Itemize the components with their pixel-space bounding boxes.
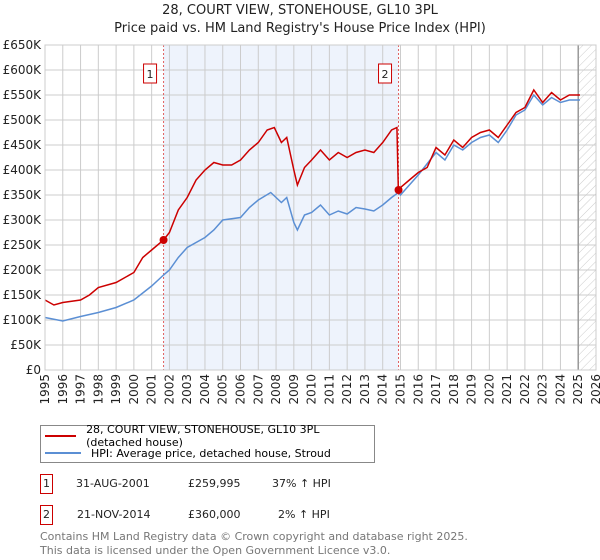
sale-point	[159, 236, 168, 245]
legend: 28, COURT VIEW, STONEHOUSE, GL10 3PL (de…	[40, 423, 375, 463]
hpi-line	[44, 93, 581, 322]
sale-badge: 2	[40, 505, 53, 525]
sale-badge: 1	[40, 474, 53, 494]
footer-licence: This data is licensed under the Open Gov…	[40, 544, 391, 557]
y-tick-label: £100K	[3, 313, 43, 327]
sale-marker-box	[378, 63, 393, 84]
x-tick-label: 2004	[198, 374, 212, 405]
x-tick-label: 2025	[571, 374, 585, 405]
plot-border	[44, 44, 597, 371]
y-tick-label: £450K	[3, 138, 43, 152]
sale-marker-box	[143, 63, 158, 84]
x-tick-label: 2022	[518, 374, 532, 405]
y-tick-label: £650K	[3, 38, 43, 52]
sale-marker-label: 1	[147, 68, 154, 81]
footer-copyright: Contains HM Land Registry data © Crown c…	[40, 530, 468, 543]
x-tick-label: 2018	[447, 374, 461, 405]
y-tick-label: £200K	[3, 263, 43, 277]
x-tick-label: 2003	[180, 374, 194, 405]
sale-date: 21-NOV-2014	[77, 508, 151, 521]
x-tick-label: 2007	[251, 374, 265, 405]
sale-date: 31-AUG-2001	[76, 477, 150, 490]
sale-point	[394, 186, 403, 194]
x-tick-label: 2021	[500, 374, 514, 405]
x-tick-label: 1996	[56, 374, 70, 405]
y-tick-label: £550K	[3, 88, 43, 102]
x-tick-label: 1997	[74, 374, 88, 405]
x-tick-label: 2024	[553, 374, 567, 405]
ownership-shade	[163, 45, 399, 370]
forecast-hatch	[578, 45, 596, 370]
y-tick-label: £0	[26, 363, 41, 377]
x-tick-label: 2002	[162, 374, 176, 405]
chart-title: 28, COURT VIEW, STONEHOUSE, GL10 3PL	[162, 3, 438, 18]
legend-label-price: 28, COURT VIEW, STONEHOUSE, GL10 3PL (de…	[86, 423, 320, 449]
legend-label-hpi: HPI: Average price, detached house, Stro…	[91, 446, 331, 460]
x-tick-label: 2009	[287, 374, 301, 405]
x-tick-label: 1998	[91, 374, 105, 405]
x-tick-label: 2017	[429, 374, 443, 405]
y-tick-label: £150K	[3, 288, 43, 302]
x-tick-label: 2000	[127, 374, 141, 405]
y-tick-label: £250K	[3, 238, 43, 252]
x-tick-label: 2020	[482, 374, 496, 405]
x-tick-label: 2001	[145, 374, 159, 405]
x-tick-label: 2026	[589, 374, 600, 405]
x-tick-label: 1999	[109, 374, 123, 405]
x-tick-label: 2015	[393, 374, 407, 405]
y-tick-label: £300K	[3, 213, 43, 227]
x-tick-label: 2014	[376, 374, 390, 405]
x-tick-label: 2012	[340, 374, 354, 405]
x-tick-label: 2006	[234, 374, 248, 405]
x-tick-label: 2005	[216, 374, 230, 405]
x-tick-label: 2011	[322, 374, 336, 405]
legend-swatch-hpi	[45, 452, 81, 454]
sale-price: £360,000	[188, 508, 241, 521]
sale-marker-label: 2	[382, 68, 389, 81]
chart-subtitle: Price paid vs. HM Land Registry's House …	[114, 21, 486, 36]
x-tick-label: 2013	[358, 374, 372, 405]
x-tick-label: 2016	[411, 374, 425, 405]
y-tick-label: £50K	[10, 338, 42, 352]
y-tick-label: £500K	[3, 113, 43, 127]
y-tick-label: £600K	[3, 63, 43, 77]
sale-price: £259,995	[188, 477, 241, 490]
sale-hpi: 2% ↑ HPI	[278, 508, 330, 521]
plot-area: £0 £50K £100K £150K £200K £250K £300K £350K £400…	[3, 38, 600, 405]
x-tick-label: 2023	[536, 374, 550, 405]
legend-swatch-price	[45, 435, 77, 437]
x-tick-label: 2010	[305, 374, 319, 405]
y-tick-label: £350K	[3, 188, 43, 202]
sale-hpi: 37% ↑ HPI	[272, 477, 331, 490]
x-tick-label: 1995	[38, 374, 52, 405]
x-tick-label: 2008	[269, 374, 283, 405]
y-tick-label: £400K	[3, 163, 43, 177]
x-tick-label: 2019	[465, 374, 479, 405]
